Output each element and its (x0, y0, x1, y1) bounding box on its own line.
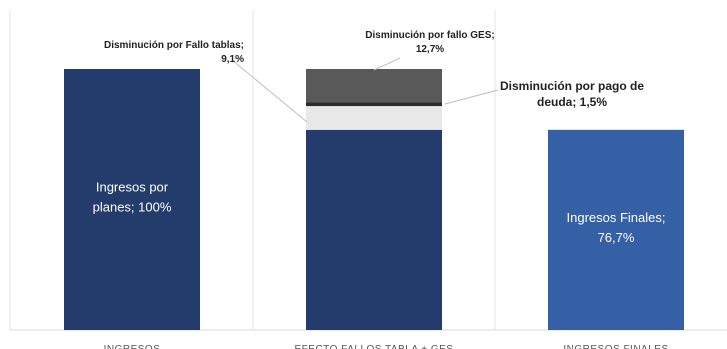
bar-segment-finales (548, 129, 684, 330)
bars: Ingresos por planes; 100% Ingresos Finales… (64, 69, 684, 330)
annotations: Disminución por Fallo tablas; 9,1% Disminu… (104, 30, 644, 109)
x-tick-label: INGRESOS (104, 344, 161, 349)
bar-segment-ingresos (64, 69, 200, 330)
leader-fallo_ges (373, 57, 401, 71)
leader-fallo_tablas (231, 59, 308, 123)
annotation-fallo_tablas: Disminución por Fallo tablas; 9,1% (104, 40, 244, 65)
bar-segment-base (306, 129, 442, 330)
bar-segment-pago_deuda (306, 102, 442, 107)
bar-segment-fallo_ges (306, 69, 442, 103)
x-tick-label: INGRESOS FINALES (563, 344, 668, 349)
bar-label-finales: Ingresos Finales; 76,7% (567, 210, 666, 245)
annotation-pago_deuda: Disminución por pago de deuda; 1,5% (500, 79, 644, 109)
leader-pago_deuda (444, 89, 499, 105)
bar-segment-fallo_tablas (306, 106, 442, 130)
annotation-fallo_ges: Disminución por fallo GES; 12,7% (365, 30, 494, 55)
annotation-leaders (231, 57, 499, 123)
bar-label-ingresos: Ingresos por planes; 100% (93, 180, 172, 215)
x-axis-ticks: INGRESOS EFECTO FALLOS TABLA + GES INGRESO… (104, 344, 669, 349)
x-tick-label: EFECTO FALLOS TABLA + GES (295, 344, 454, 349)
